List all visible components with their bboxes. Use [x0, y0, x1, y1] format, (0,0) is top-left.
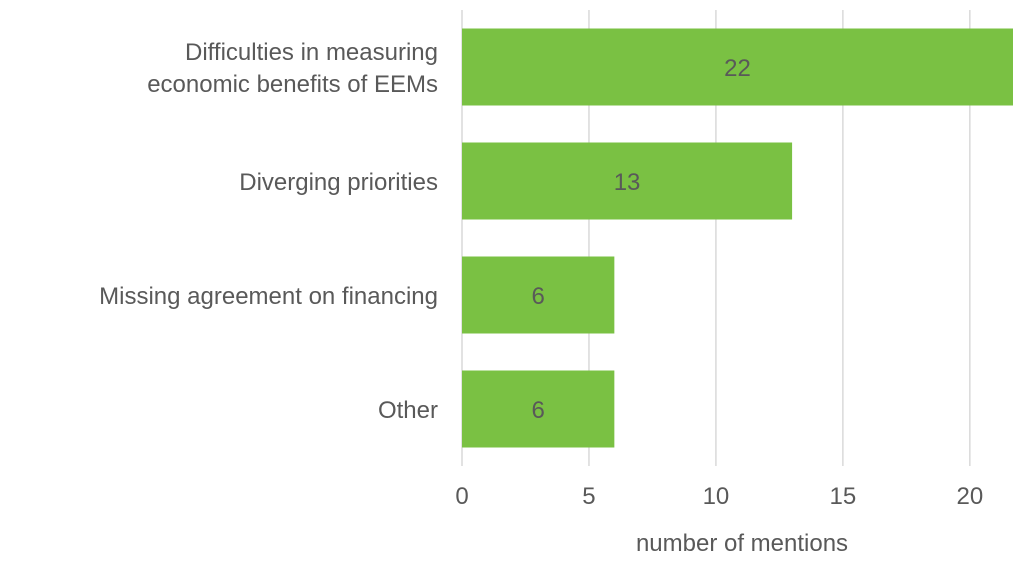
x-tick-labels: 0 5 10 15 20	[455, 483, 983, 510]
x-axis-title: number of mentions	[636, 530, 848, 557]
category-label: Difficulties in measuring economic benefi…	[147, 39, 438, 98]
category-label: Diverging priorities	[239, 169, 438, 196]
x-tick-label: 10	[703, 483, 730, 510]
data-label: 6	[531, 283, 544, 310]
data-label: 6	[531, 397, 544, 424]
bar	[462, 28, 1013, 106]
x-tick-label: 5	[582, 483, 595, 510]
bar	[462, 370, 615, 448]
bar	[462, 256, 615, 334]
category-label: Other	[378, 397, 438, 424]
x-tick-label: 20	[956, 483, 983, 510]
data-label: 13	[614, 169, 641, 196]
x-tick-label: 15	[830, 483, 857, 510]
category-label: Missing agreement on financing	[99, 283, 438, 310]
x-tick-label: 0	[455, 483, 468, 510]
category-labels: Difficulties in measuring economic benefi…	[99, 39, 438, 424]
data-label: 22	[724, 55, 751, 82]
bar	[462, 142, 793, 220]
bars: 22 13 6 6	[462, 28, 1013, 448]
